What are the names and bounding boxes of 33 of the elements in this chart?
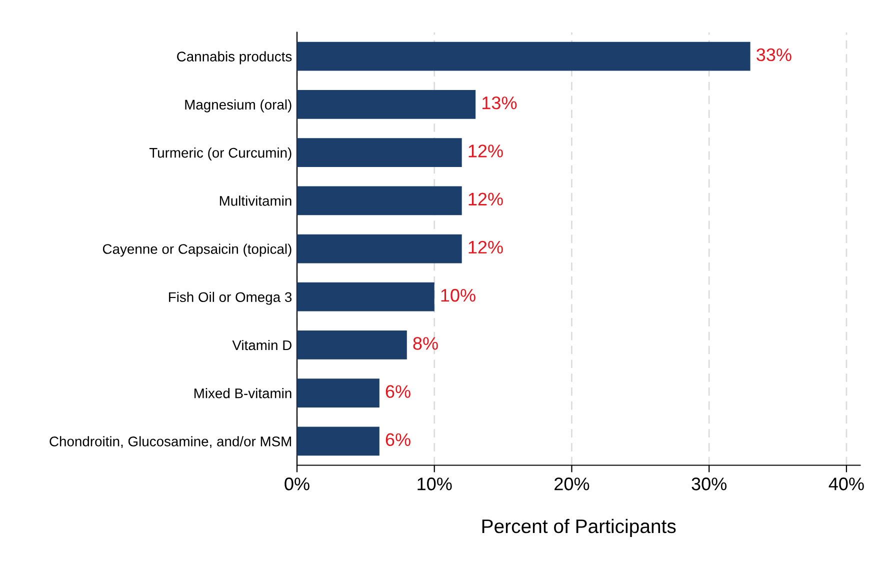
data-label: 6% bbox=[386, 433, 410, 446]
y-tick-label: Turmeric (or Curcumin) bbox=[149, 148, 292, 160]
bar bbox=[297, 426, 380, 456]
bar bbox=[297, 138, 462, 167]
data-label: 12% bbox=[468, 192, 503, 206]
y-tick-label: Chondroitin, Glucosamine, and/or MSM bbox=[50, 436, 292, 448]
data-label: 12% bbox=[468, 240, 503, 254]
bar bbox=[297, 234, 462, 264]
x-tick-label: 30% bbox=[692, 478, 727, 490]
data-label: 13% bbox=[482, 96, 517, 110]
y-tick-label: Vitamin D bbox=[232, 340, 292, 350]
bar bbox=[297, 330, 407, 360]
data-label: 12% bbox=[468, 144, 503, 158]
y-tick-label: Multivitamin bbox=[220, 196, 292, 206]
bar bbox=[297, 42, 750, 71]
x-axis-title: Percent of Participants bbox=[482, 518, 676, 538]
x-tick-label: 20% bbox=[554, 478, 590, 490]
data-label: 6% bbox=[386, 385, 410, 398]
y-tick-label: Cayenne or Capsaicin (topical) bbox=[102, 244, 292, 257]
bar bbox=[297, 378, 380, 408]
bar bbox=[297, 282, 434, 312]
data-label: 33% bbox=[756, 48, 792, 62]
x-tick-label: 0% bbox=[284, 478, 310, 490]
y-tick-label: Mixed B-vitamin bbox=[194, 388, 292, 398]
y-tick-label: Cannabis products bbox=[177, 51, 292, 64]
y-tick-label: Magnesium (oral) bbox=[185, 99, 292, 112]
bar bbox=[297, 186, 462, 216]
x-tick-label: 40% bbox=[828, 478, 864, 490]
data-label: 8% bbox=[413, 337, 438, 350]
bar bbox=[297, 90, 476, 119]
data-label: 10% bbox=[441, 288, 476, 302]
y-tick-label: Fish Oil or Omega 3 bbox=[169, 292, 292, 305]
x-tick-label: 10% bbox=[418, 478, 452, 490]
